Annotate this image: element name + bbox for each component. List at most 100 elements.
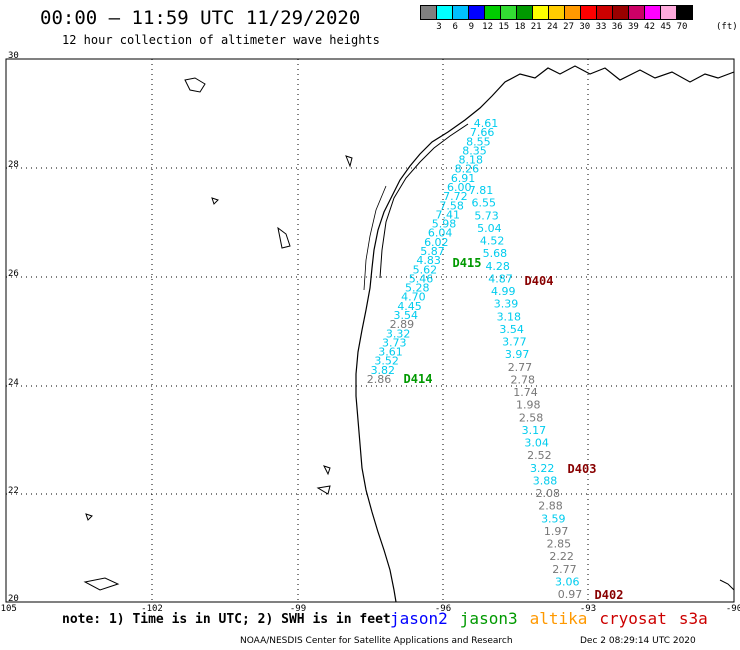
swh-point-track-right: 3.54 xyxy=(499,323,524,336)
swh-point-track-left: 3.54 xyxy=(394,309,419,322)
swh-point-track-left: 4.61 xyxy=(474,117,499,130)
latitude-label: 30 xyxy=(8,51,19,61)
swh-point-track-right: 2.58 xyxy=(519,411,544,424)
island-outline xyxy=(277,226,291,249)
legend-jason3: jason3 xyxy=(459,609,518,628)
swh-point-track-left: 5.62 xyxy=(413,263,438,276)
swh-point-track-left: 6.02 xyxy=(424,236,449,249)
color-scale-label: 18 xyxy=(514,22,526,32)
pass-label: D404 xyxy=(525,274,554,288)
island-outline xyxy=(184,77,206,93)
legend-altika: altika xyxy=(529,609,588,628)
color-scale-bar xyxy=(420,5,693,20)
swh-point-track-right: 2.77 xyxy=(508,361,533,374)
latitude-label: 26 xyxy=(8,269,19,279)
swh-point-track-right: 4.28 xyxy=(485,260,510,273)
color-scale-label: 15 xyxy=(498,22,510,32)
swh-point-track-left: 7.58 xyxy=(439,199,464,212)
swh-point-track-left: 5.98 xyxy=(432,218,457,231)
footer-credit: NOAA/NESDIS Center for Satellite Applica… xyxy=(240,636,513,646)
longitude-label: -105 xyxy=(0,604,17,614)
swh-point-track-left: 5.28 xyxy=(405,282,430,295)
footer-timestamp: Dec 2 08:29:14 UTC 2020 xyxy=(580,636,696,646)
swh-point-track-left: 3.73 xyxy=(382,336,407,349)
swh-point-track-right: 3.04 xyxy=(524,437,549,450)
swh-point-track-right: 1.74 xyxy=(513,386,538,399)
latitude-label: 28 xyxy=(8,160,19,170)
color-scale-unit: (ft) xyxy=(716,22,738,32)
color-scale-label: 70 xyxy=(676,22,688,32)
swh-point-track-left: 4.70 xyxy=(401,291,426,304)
axis-labels: 30 28 26 24 22 20-105 -102 -99 -96 -93 -90 xyxy=(0,51,740,614)
swh-point-track-right: 3.88 xyxy=(533,474,558,487)
legend-cryosat: cryosat xyxy=(599,609,667,628)
page-subtitle: 12 hour collection of altimeter wave hei… xyxy=(62,33,380,47)
swh-point-track-right: 2.22 xyxy=(549,550,574,563)
coastline xyxy=(83,65,735,603)
inland-bay xyxy=(363,185,387,291)
color-scale-label: 12 xyxy=(482,22,494,32)
gulf-coastline xyxy=(355,65,735,603)
swh-point-track-left: 7.66 xyxy=(470,126,495,139)
swh-point-track-left: 3.82 xyxy=(371,364,396,377)
page-title: 00:00 – 11:59 UTC 11/29/2020 xyxy=(40,7,361,29)
swh-point-track-right: 2.52 xyxy=(527,449,552,462)
swh-point-track-right: 4.99 xyxy=(491,285,516,298)
color-scale-label: 39 xyxy=(627,22,639,32)
swh-point-track-right: 2.77 xyxy=(552,563,577,576)
color-scale-labels: 3 6 9 12 15 18 21 24 27 30 33 36 39 42 45 70 xyxy=(420,22,740,36)
island-outline xyxy=(345,155,353,168)
latitude-label: 22 xyxy=(8,486,19,496)
pass-label: D402 xyxy=(595,588,624,602)
legend-s3a: s3a xyxy=(678,609,708,628)
swh-point-track-right: 5.68 xyxy=(483,247,508,260)
swh-point-track-left: 5.46 xyxy=(409,272,434,285)
color-scale-label: 33 xyxy=(595,22,607,32)
swh-point-track-right: 1.98 xyxy=(516,399,541,412)
footnote: note: 1) Time is in UTC; 2) SWH is in fe… xyxy=(62,612,391,627)
swh-point-track-left: 4.45 xyxy=(397,300,422,313)
coastline-fragment xyxy=(719,579,735,591)
swh-point-track-right: 0.97 xyxy=(558,588,583,601)
swh-point-track-left: 2.89 xyxy=(390,318,415,331)
color-scale-label: 42 xyxy=(644,22,656,32)
color-scale-label: 36 xyxy=(611,22,623,32)
color-scale-swatch xyxy=(676,5,693,20)
legend-jason2: jason2 xyxy=(390,609,448,628)
color-scale-label: 24 xyxy=(546,22,558,32)
swh-point-track-right: 5.73 xyxy=(474,209,499,222)
island-outline xyxy=(85,513,93,521)
swh-point-track-left: 6.91 xyxy=(451,172,476,185)
longitude-label: -102 xyxy=(141,604,163,614)
swh-point-track-right: 3.18 xyxy=(497,310,522,323)
swh-point-track-right: 3.97 xyxy=(505,348,530,361)
swh-point-track-right: 4.87 xyxy=(488,272,513,285)
map-frame xyxy=(5,58,735,603)
swh-point-track-right: 3.22 xyxy=(530,462,555,475)
swh-point-track-left: 7.72 xyxy=(443,190,468,203)
longitude-label: -93 xyxy=(580,604,596,614)
swh-point-track-right: 4.52 xyxy=(480,235,505,248)
swh-point-track-left: 8.18 xyxy=(458,154,483,167)
color-scale-label: 3 xyxy=(436,22,442,32)
swh-point-track-right: 5.04 xyxy=(477,222,502,235)
swh-point-track-right: 2.78 xyxy=(510,373,535,386)
swh-point-track-left: 8.26 xyxy=(455,163,480,176)
swh-point-track-left: 8.55 xyxy=(466,135,491,148)
swh-point-track-left: 6.04 xyxy=(428,227,453,240)
swh-point-track-left: 6.00 xyxy=(447,181,472,194)
swh-point-track-left: 3.32 xyxy=(386,327,411,340)
swh-point-track-left: 3.52 xyxy=(374,355,399,368)
swh-point-track-left: 7.41 xyxy=(436,208,461,221)
island-outline xyxy=(211,197,219,205)
swh-point-track-right: 3.77 xyxy=(502,336,527,349)
swh-point-track-right: 3.59 xyxy=(541,512,566,525)
color-scale-label: 27 xyxy=(563,22,575,32)
swh-point-track-left: 3.61 xyxy=(378,346,403,359)
island-outline xyxy=(316,485,331,495)
color-scale-label: 45 xyxy=(660,22,672,32)
wave-height-points: 4.617.668.558.358.188.266.916.007.727.58… xyxy=(367,117,583,601)
swh-point-track-right: 3.06 xyxy=(555,575,580,588)
swh-point-track-left: 5.87 xyxy=(420,245,445,258)
swh-point-track-left: 4.83 xyxy=(416,254,441,267)
